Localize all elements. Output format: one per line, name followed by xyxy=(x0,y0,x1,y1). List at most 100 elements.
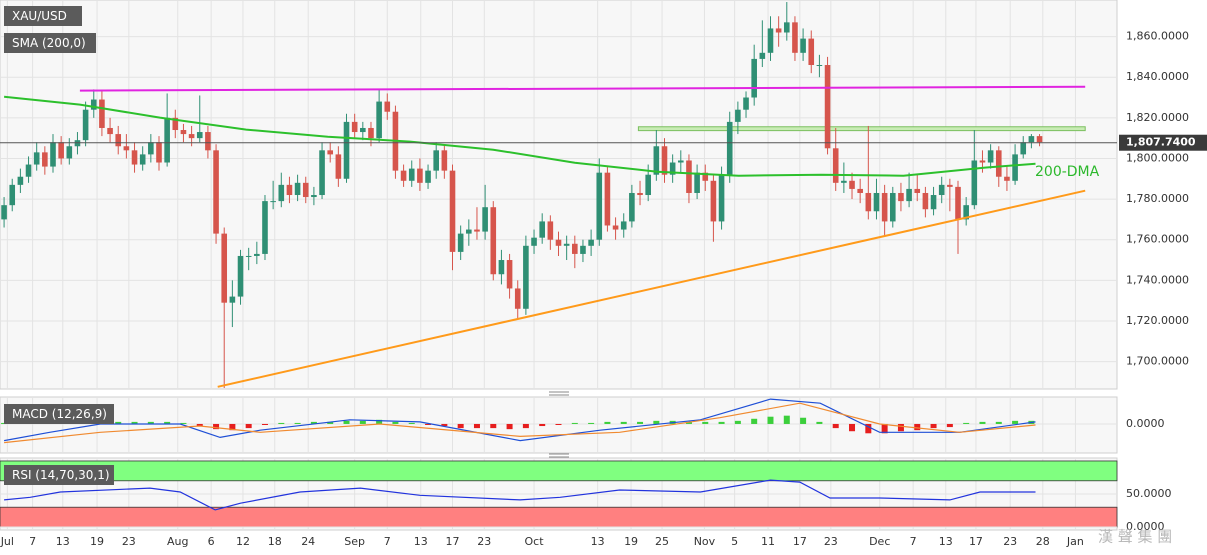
x-tick-label: Dec xyxy=(869,535,890,548)
histogram-bar xyxy=(685,421,692,424)
candle-body xyxy=(1020,142,1027,155)
x-tick-label: Aug xyxy=(167,535,188,548)
candle-body xyxy=(743,97,749,110)
y-tick-label: 1,840.0000 xyxy=(1126,70,1189,83)
x-tick-label: 13 xyxy=(56,535,70,548)
candle-body xyxy=(188,134,195,139)
candle-body xyxy=(677,160,684,163)
last-price-label: 1,807.7400 xyxy=(1126,136,1196,149)
candle-body xyxy=(400,170,407,181)
candle-body xyxy=(490,207,497,275)
x-tick-label: 13 xyxy=(414,535,428,548)
tag-box xyxy=(4,404,114,424)
candle-body xyxy=(302,182,309,198)
candle-body xyxy=(58,142,64,159)
histogram-bar xyxy=(1012,420,1019,424)
histogram-bar xyxy=(213,423,220,430)
candle-body xyxy=(131,150,138,165)
histogram-bar xyxy=(588,422,595,424)
histogram-bar xyxy=(539,423,546,427)
candle-body xyxy=(645,174,651,196)
candle-body xyxy=(808,38,815,66)
histogram-bar xyxy=(245,423,252,429)
histogram-bar xyxy=(278,422,285,424)
candle-body xyxy=(311,195,317,198)
histogram-bar xyxy=(343,420,350,424)
candle-body xyxy=(139,154,146,165)
histogram-bar xyxy=(751,418,758,424)
candle-body xyxy=(343,121,350,179)
y-tick-label: 1,800.0000 xyxy=(1126,151,1189,164)
candle-body xyxy=(914,188,921,193)
candle-body xyxy=(792,22,798,53)
histogram-bar xyxy=(522,423,529,429)
candle-body xyxy=(531,237,537,246)
candle-body xyxy=(482,207,488,232)
y-tick-label: 1,720.0000 xyxy=(1126,314,1189,327)
histogram-bar xyxy=(376,419,383,424)
macd-line xyxy=(3,398,1036,442)
histogram-bar xyxy=(196,423,203,427)
candle-body xyxy=(596,172,603,240)
x-tick-label: 17 xyxy=(446,535,460,548)
candle-body xyxy=(922,192,929,210)
candle-body xyxy=(172,117,179,131)
histogram-bar xyxy=(261,423,268,425)
candle-body xyxy=(82,109,89,141)
candle-body xyxy=(947,184,953,187)
candle-body xyxy=(107,127,113,135)
candle-body xyxy=(889,192,896,222)
candle-body xyxy=(523,245,529,309)
x-tick-label: 11 xyxy=(761,535,775,548)
candle-body xyxy=(841,180,847,183)
candle-body xyxy=(588,239,594,246)
histogram-bar xyxy=(816,421,823,424)
annotation: 200-DMA xyxy=(1035,164,1100,180)
x-tick-label: 17 xyxy=(969,535,983,548)
x-tick-label: 12 xyxy=(236,535,250,548)
histogram-bar xyxy=(604,421,611,424)
y-tick-label: 0.0000 xyxy=(1126,520,1165,533)
x-tick-label: 6 xyxy=(208,535,215,548)
candle-body xyxy=(832,148,839,183)
candle-body xyxy=(775,28,782,33)
histogram-bar xyxy=(930,423,937,429)
candle-body xyxy=(694,172,700,193)
last-price-box xyxy=(1119,134,1207,151)
candle-body xyxy=(637,192,643,196)
sma-line xyxy=(3,95,1036,177)
candle-body xyxy=(262,201,268,254)
candle-body xyxy=(286,184,293,196)
candle-body xyxy=(751,58,757,98)
x-tick-label: 5 xyxy=(731,535,738,548)
candle-body xyxy=(881,192,888,222)
y-tick-label: 1,760.0000 xyxy=(1126,233,1189,246)
candle-body xyxy=(930,195,937,210)
histogram-bar xyxy=(310,421,317,424)
candle-body xyxy=(555,239,562,246)
candle-body xyxy=(604,172,611,226)
histogram-bar xyxy=(995,421,1002,424)
y-tick-label: 1,780.0000 xyxy=(1126,192,1189,205)
histogram-bar xyxy=(897,423,904,432)
candle-body xyxy=(254,253,260,256)
labels: XAU/USD SMA (200,0) MACD (12,26,9) RSI (… xyxy=(4,6,1172,546)
x-tick-label: Nov xyxy=(694,535,716,548)
candle-body xyxy=(563,243,570,246)
candle-body xyxy=(898,192,904,202)
candle-body xyxy=(498,260,505,275)
candle-body xyxy=(196,132,203,139)
candle-body xyxy=(995,150,1002,177)
candle-body xyxy=(474,229,480,232)
x-tick-label: Jan xyxy=(1066,535,1084,548)
x-tick-label: 28 xyxy=(1036,535,1050,548)
histogram-bar xyxy=(506,423,513,430)
y-tick-label: 50.0000 xyxy=(1126,487,1172,500)
y-tick-label: 0.0000 xyxy=(1126,417,1165,430)
candle-body xyxy=(514,288,521,309)
candle-body xyxy=(115,134,122,147)
histogram-bar xyxy=(115,421,122,424)
x-tick-label: 13 xyxy=(939,535,953,548)
candle-body xyxy=(759,52,766,59)
